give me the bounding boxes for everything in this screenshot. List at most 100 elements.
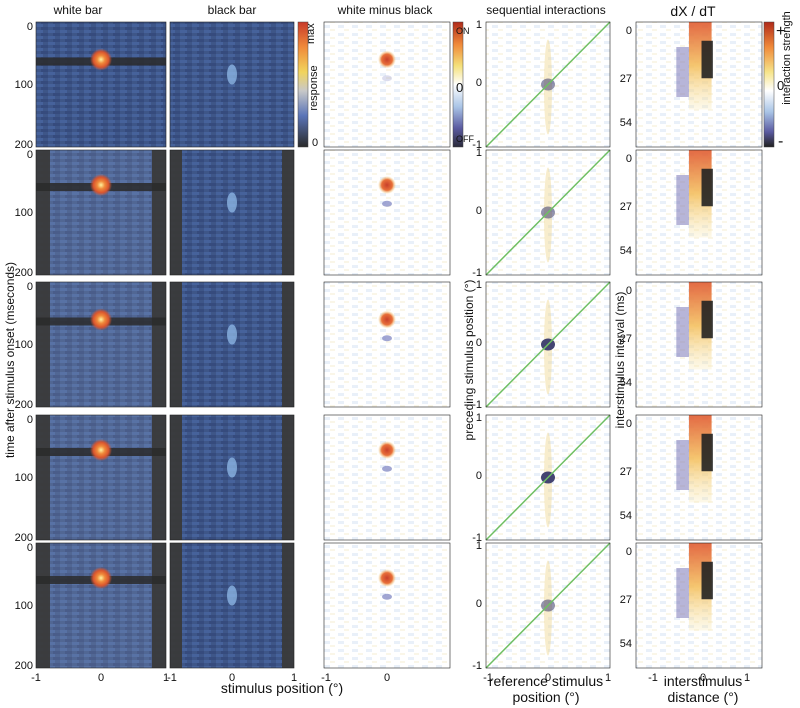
onoff-colorbar: ON 0 OFF bbox=[452, 21, 474, 148]
difference-on-spot bbox=[378, 569, 396, 587]
col4-xtick: 0 bbox=[545, 672, 551, 684]
col4-ytick: 1 bbox=[476, 412, 482, 424]
difference-off-spot bbox=[382, 335, 392, 342]
sequential-frame bbox=[485, 542, 611, 669]
col5-ytick: 0 bbox=[626, 25, 632, 37]
sequential-frame bbox=[485, 21, 611, 148]
col2-xtick: 1 bbox=[291, 672, 297, 684]
col5-ytick: 27 bbox=[620, 466, 632, 478]
col1-ytick: 200 bbox=[15, 267, 33, 279]
dxdt-frame bbox=[635, 21, 763, 148]
black-bar-response bbox=[227, 457, 237, 478]
black-bar-response bbox=[227, 324, 237, 345]
col1-xtick: -1 bbox=[31, 672, 41, 684]
dxdt-purple-cell bbox=[676, 47, 689, 97]
strength-cbar-label: interaction strength bbox=[781, 11, 793, 105]
black-bar-frame bbox=[169, 414, 295, 541]
col2-xtick: -1 bbox=[167, 672, 177, 684]
white-bar-frame bbox=[35, 149, 167, 276]
black-bar-frame bbox=[169, 21, 295, 148]
col1-ytick: 200 bbox=[15, 399, 33, 411]
difference-off-spot bbox=[382, 593, 392, 600]
col5-ytick: 0 bbox=[626, 418, 632, 430]
sequential-frame bbox=[485, 281, 611, 408]
col5-ytick: 0 bbox=[626, 546, 632, 558]
col5-ytick: 0 bbox=[626, 153, 632, 165]
white-bar-hotspot bbox=[90, 48, 112, 71]
white-bar-edge-left bbox=[36, 415, 50, 540]
col4-ytick: 1 bbox=[476, 147, 482, 159]
panel-row: 0 100 200 1 0 -1 0 27 54 bbox=[15, 279, 763, 411]
col4-ytick: 0 bbox=[476, 470, 482, 482]
col4-ytick: 1 bbox=[476, 540, 482, 552]
black-bar-frame bbox=[169, 542, 295, 669]
col-title-dxdt: dX / dT bbox=[670, 3, 716, 19]
panel-rows: 010020010-102754010020010-10275401002001… bbox=[15, 19, 763, 684]
col4-ytick: -1 bbox=[472, 267, 482, 279]
sequential-diagonal bbox=[485, 281, 611, 408]
white-bar-map bbox=[36, 150, 166, 275]
col5-ytick: 54 bbox=[620, 510, 632, 522]
col1-ytick: 100 bbox=[15, 600, 33, 612]
col1-ytick: 0 bbox=[27, 149, 33, 161]
col1-ytick: 100 bbox=[15, 472, 33, 484]
white-bar-hotspot bbox=[90, 439, 112, 461]
col5-ytick: 27 bbox=[620, 594, 632, 606]
col5-ytick: 27 bbox=[620, 73, 632, 85]
strength-cbar-zero: 0 bbox=[777, 78, 784, 93]
white-bar-map bbox=[36, 282, 166, 407]
difference-frame bbox=[323, 149, 451, 276]
dxdt-purple-cell bbox=[676, 568, 689, 618]
dxdt-dark-cell bbox=[701, 168, 713, 207]
col-title-black-bar: black bar bbox=[208, 3, 257, 17]
col1-xtick: 0 bbox=[98, 672, 104, 684]
difference-on-spot bbox=[378, 310, 396, 329]
black-bar-edge-left bbox=[170, 282, 182, 407]
onoff-cbar-off: OFF bbox=[456, 134, 474, 144]
col1-ytick: 200 bbox=[15, 660, 33, 672]
col1-ytick: 0 bbox=[27, 21, 33, 33]
difference-map bbox=[324, 415, 450, 540]
black-bar-response bbox=[227, 192, 237, 213]
black-bar-edge-right bbox=[282, 150, 294, 275]
col4-xlabel-1: reference stimulus bbox=[489, 673, 603, 689]
col4-xtick: -1 bbox=[483, 672, 493, 684]
col1-ytick: 100 bbox=[15, 339, 33, 351]
dxdt-frame bbox=[635, 149, 763, 276]
response-cbar-zero: 0 bbox=[312, 137, 318, 149]
white-bar-frame bbox=[35, 414, 167, 541]
dxdt-dark-cell bbox=[701, 433, 713, 472]
col1-ytick: 0 bbox=[27, 542, 33, 554]
panel-row: 0 100 200 1 0 -1 0 27 54 bbox=[15, 19, 763, 151]
dxdt-purple-cell bbox=[676, 175, 689, 225]
dxdt-purple-cell bbox=[676, 307, 689, 357]
panel-row: 0 100 200 1 0 -1 0 27 54 bbox=[15, 412, 763, 544]
white-bar-edge-right bbox=[152, 415, 166, 540]
black-bar-edge-left bbox=[170, 150, 182, 275]
white-bar-edge-left bbox=[36, 282, 50, 407]
white-bar-map bbox=[36, 415, 166, 540]
difference-map bbox=[324, 22, 450, 147]
black-bar-edge-right bbox=[282, 415, 294, 540]
col-title-sequential: sequential interactions bbox=[486, 3, 605, 17]
col1-ytick: 200 bbox=[15, 139, 33, 151]
response-cbar-max: max bbox=[305, 23, 317, 44]
col1-ytick: 0 bbox=[27, 281, 33, 293]
col5-xtick: -1 bbox=[648, 672, 658, 684]
col1-xtick: 1 bbox=[163, 672, 169, 684]
col5-xtick: 1 bbox=[744, 672, 750, 684]
col4-ytick: 1 bbox=[476, 279, 482, 291]
col3-xtick: -1 bbox=[321, 672, 331, 684]
black-bar-frame bbox=[169, 149, 295, 276]
strength-cbar-minus: - bbox=[778, 133, 783, 150]
white-bar-edge-left bbox=[36, 150, 50, 275]
dxdt-purple-cell bbox=[676, 440, 689, 490]
col4-ytick: -1 bbox=[472, 139, 482, 151]
dxdt-dark-cell bbox=[701, 300, 713, 339]
difference-on-spot bbox=[378, 50, 396, 69]
dxdt-frame bbox=[635, 281, 763, 408]
dxdt-frame bbox=[635, 542, 763, 669]
black-bar-response bbox=[227, 585, 237, 606]
col1-ylabel: time after stimulus onset (mseconds) bbox=[3, 262, 17, 458]
difference-frame bbox=[323, 21, 451, 148]
